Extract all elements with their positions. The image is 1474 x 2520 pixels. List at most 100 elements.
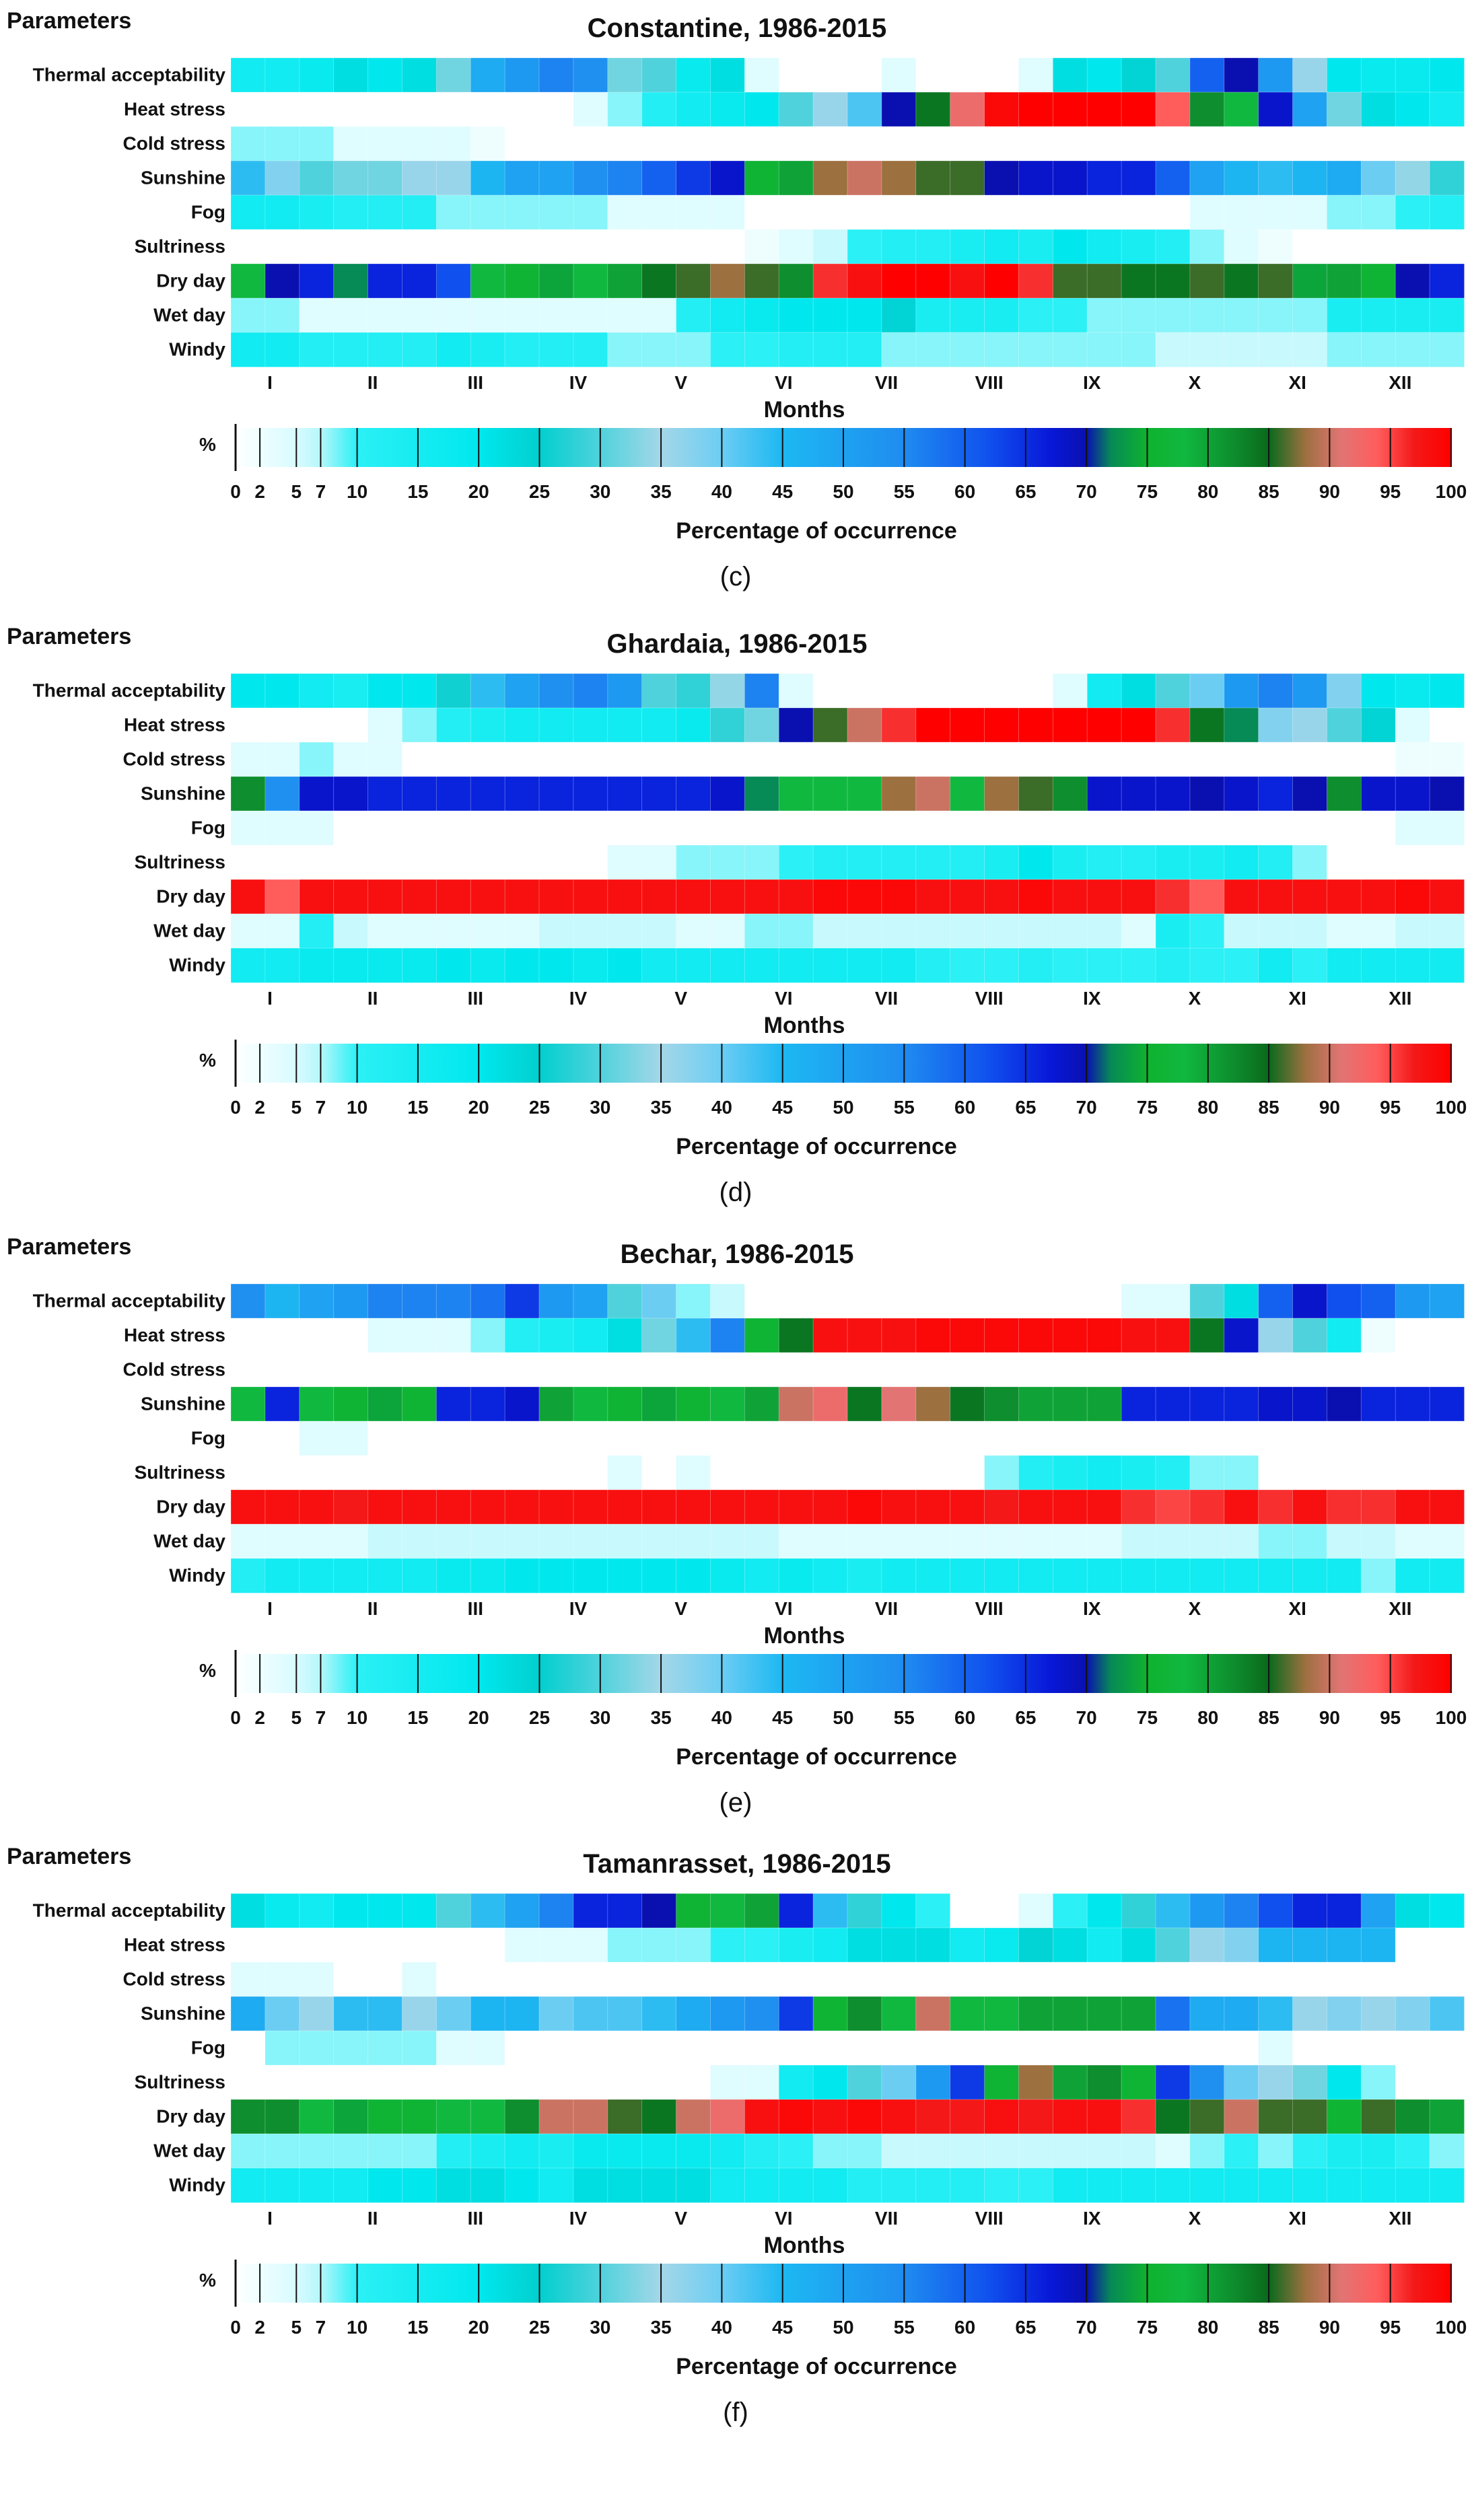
heatmap-cell [265,92,300,127]
row-label: Fog [191,818,225,838]
heatmap-cell [744,263,780,299]
heatmap-cell [1189,229,1225,264]
heatmap-cell [265,1283,300,1319]
heatmap-cell [1258,229,1294,264]
legend-tick-label: 65 [1015,1097,1036,1118]
heatmap-cell [950,1386,985,1422]
heatmap-cell [299,776,335,812]
row-label: Heat stress [124,1325,225,1346]
heatmap-cell [538,2030,574,2066]
heatmap-cell [607,879,643,914]
heatmap-cell [984,160,1020,196]
heatmap-cell [1429,2133,1465,2169]
heatmap-cell [1327,673,1362,709]
legend-tick-label: 20 [468,2317,489,2338]
heatmap-cell [1395,2099,1431,2134]
heatmap-cell [812,160,848,196]
month-tick-label: IX [1083,988,1101,1009]
heatmap-cell [950,1489,985,1525]
heatmap-cell [367,1961,403,1997]
heatmap-cell [333,1386,369,1422]
heatmap-cell [470,776,506,812]
legend-tick-label: 10 [347,1097,367,1118]
month-tick-label: X [1189,2208,1201,2229]
heatmap-cell [333,879,369,914]
heatmap-cell [333,1283,369,1319]
legend-unit-label: % [199,2270,216,2291]
heatmap-cell [504,2167,540,2203]
heatmap-cell [367,742,403,777]
heatmap-cell [1086,1893,1123,1929]
heatmap-cell [470,2064,506,2100]
heatmap-cell [984,2167,1020,2203]
heatmap-cell [538,297,574,333]
heatmap-cell [641,92,677,127]
legend-tick-label: 90 [1319,2317,1340,2338]
heatmap-cell [778,194,814,230]
heatmap-cell [402,1927,437,1963]
heatmap-cell [402,742,437,777]
row-label: Sunshine [141,1394,225,1414]
month-tick-label: V [674,988,687,1009]
heatmap-cell [607,332,643,367]
heatmap-cell [607,2099,643,2134]
heatmap-cell [812,1318,848,1353]
heatmap-cell [1327,1283,1362,1319]
heatmap-cell [812,776,848,812]
heatmap-cell [778,776,814,812]
heatmap-cell [1395,126,1431,161]
heatmap-cell [504,1386,540,1422]
heatmap-cell [744,742,780,777]
heatmap-cell [881,776,917,812]
heatmap-cell [299,57,335,93]
heatmap-cell [778,92,814,127]
heatmap-cell [367,707,403,743]
legend-tick-label: 55 [894,481,915,502]
heatmap-cell [1189,776,1225,812]
heatmap-cell [573,1386,608,1422]
heatmap-cell [1224,1283,1259,1319]
heatmap-cell [402,776,437,812]
legend-tick-label: 100 [1436,2317,1467,2338]
heatmap-cell [641,2167,677,2203]
row-label: Sultriness [135,236,225,257]
heatmap-cell [470,707,506,743]
heatmap-cell [950,844,985,880]
panel-label: (c) [720,562,752,591]
heatmap-cell [333,776,369,812]
heatmap-cell [778,1489,814,1525]
heatmap-cell [676,57,711,93]
heatmap-cell [573,707,608,743]
heatmap-cell [265,810,300,846]
heatmap-cell [504,332,540,367]
legend-caption: Percentage of occurrence [676,518,957,544]
heatmap-cell [1360,742,1397,777]
heatmap-cell [1327,332,1362,367]
heatmap-cell [265,1386,300,1422]
heatmap-cell [710,1489,746,1525]
legend-tick-label: 20 [468,1097,489,1118]
heatmap-cell [744,1961,780,1997]
heatmap-cell [1121,1996,1156,2031]
heatmap-cell [1189,2030,1225,2066]
heatmap-cell [950,673,985,709]
heatmap-cell [676,742,711,777]
heatmap-cell [641,844,677,880]
legend-caption: Percentage of occurrence [676,1744,957,1770]
heatmap-cell [573,1283,608,1319]
heatmap-cell [881,2030,917,2066]
heatmap-cell [1327,1927,1362,1963]
heatmap-cell [1429,297,1465,333]
heatmap-cell [1121,776,1156,812]
heatmap-cell [1155,673,1191,709]
heatmap-cell [435,57,472,93]
heatmap-cell [607,1558,643,1593]
heatmap-cell [435,1489,472,1525]
legend-tick-label: 2 [254,1097,265,1118]
heatmap-cell [1086,160,1123,196]
row-label: Fog [191,202,225,223]
heatmap-cell [504,844,540,880]
heatmap-cell [402,1386,437,1422]
heatmap-cell [435,2064,472,2100]
heatmap-cell [1224,332,1259,367]
